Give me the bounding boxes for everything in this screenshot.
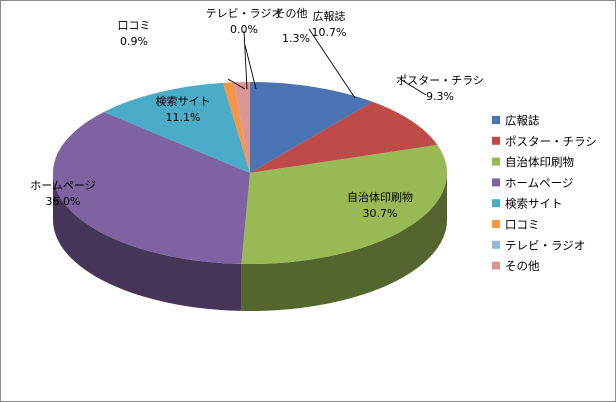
slice-6-category-label: 口コミ — [118, 19, 151, 32]
slice-6-leader-line — [227, 78, 246, 90]
slice-6-value-label: 0.9% — [120, 35, 148, 48]
slice-1-top — [250, 82, 373, 173]
legend-swatch-1 — [492, 116, 500, 124]
slice-3-value-label: 30.7% — [363, 207, 398, 220]
slice-1-category-label: 広報誌 — [313, 9, 346, 23]
slice-8-leader-line — [244, 44, 257, 90]
slice-7-category-label: テレビ・ラジオ — [206, 7, 283, 20]
slice-3-side — [241, 173, 447, 311]
slice-2-category-label: ポスター・チラシ — [396, 74, 484, 87]
legend-label-4: ホームページ — [505, 176, 573, 190]
slice-3-category-label: 自治体印刷物 — [347, 190, 413, 204]
slice-6-top — [222, 82, 250, 173]
slice-8-value-label: 1.3% — [282, 32, 310, 45]
slice-8-top — [233, 82, 250, 173]
legend-swatch-5 — [492, 199, 500, 208]
legend-swatch-2 — [492, 136, 500, 145]
slice-2-top — [250, 101, 438, 173]
legend-label-7: テレビ・ラジオ — [505, 238, 585, 252]
slice-4-top — [52, 111, 250, 264]
legend-label-6: 口コミ — [505, 218, 540, 232]
legend-swatch-3 — [492, 157, 500, 166]
slice-1-value-label: 10.7% — [312, 26, 347, 39]
legend-label-5: 検索サイト — [505, 197, 563, 211]
slice-7-value-label: 0.0% — [230, 23, 258, 36]
slice-2-value-label: 9.3% — [426, 90, 454, 103]
slice-7-leader-line — [243, 30, 248, 90]
slice-5-category-label: 検索サイト — [156, 94, 211, 108]
legend-swatch-4 — [492, 178, 500, 187]
legend-label-2: ポスター・チラシ — [505, 134, 597, 148]
slice-5-value-label: 11.1% — [166, 111, 201, 124]
slice-4-category-label: ホームページ — [30, 179, 95, 192]
slice-5-top — [103, 82, 251, 173]
slice-2-leader-line — [399, 78, 427, 96]
legend-swatch-7 — [492, 240, 500, 249]
slice-8-category-label: その他 — [275, 7, 308, 20]
slice-4-value-label: 36.0% — [46, 195, 81, 208]
slice-4-side — [53, 173, 242, 311]
slice-3-top — [241, 144, 447, 264]
legend-swatch-6 — [492, 220, 500, 228]
legend: 広報誌ポスター・チラシ自治体印刷物ホームページ検索サイト口コミテレビ・ラジオその… — [492, 114, 597, 273]
legend-label-1: 広報誌 — [505, 114, 540, 128]
slice-1-leader-line — [308, 28, 356, 99]
legend-label-3: 自治体印刷物 — [505, 155, 574, 169]
legend-label-8: その他 — [505, 259, 540, 273]
legend-swatch-8 — [492, 261, 500, 270]
